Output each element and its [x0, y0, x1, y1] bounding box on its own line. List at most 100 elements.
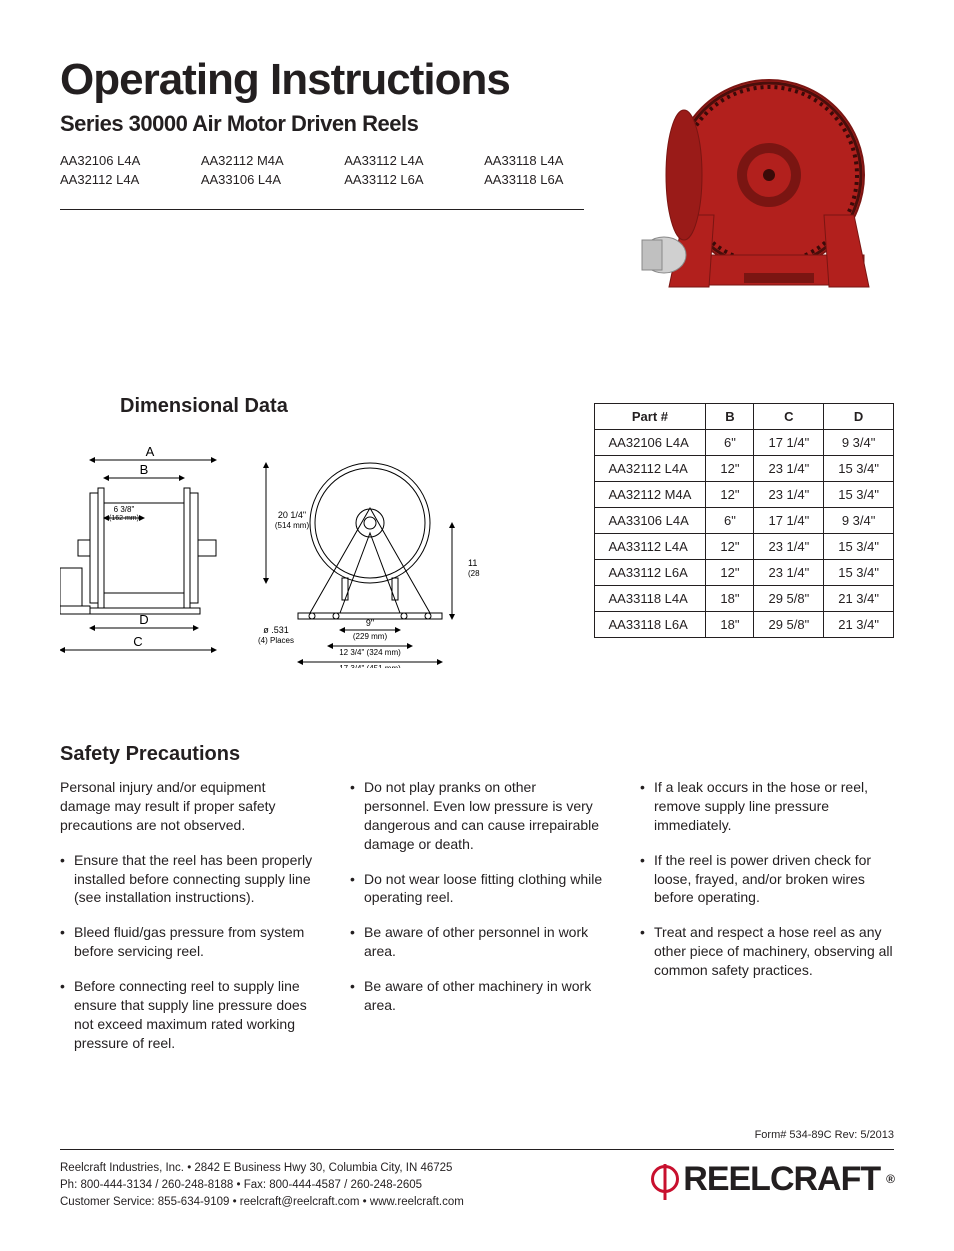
safety-item: Bleed fluid/gas pressure from system bef… — [60, 923, 314, 961]
table-cell: 9 3/4" — [824, 430, 894, 456]
safety-item: Ensure that the reel has been properly i… — [60, 851, 314, 908]
safety-item: Do not wear loose fitting clothing while… — [350, 870, 604, 908]
table-cell: 12" — [706, 456, 754, 482]
table-cell: 15 3/4" — [824, 482, 894, 508]
svg-text:ø .531: ø .531 — [263, 625, 289, 635]
safety-item: If a leak occurs in the hose or reel, re… — [640, 778, 894, 835]
svg-text:(514 mm): (514 mm) — [275, 521, 310, 530]
table-cell: 12" — [706, 482, 754, 508]
svg-text:(162 mm): (162 mm) — [109, 515, 139, 522]
table-cell: 21 3/4" — [824, 612, 894, 638]
safety-item: Treat and respect a hose reel as any oth… — [640, 923, 894, 980]
table-cell: 15 3/4" — [824, 560, 894, 586]
table-cell: 17 1/4" — [754, 430, 824, 456]
model: AA33112 L4A — [344, 153, 444, 168]
footer: Form# 534-89C Rev: 5/2013 Reelcraft Indu… — [60, 1129, 894, 1212]
logo: REELCRAFT ® — [651, 1160, 894, 1199]
table-cell: 9 3/4" — [824, 508, 894, 534]
dimensional-title: Dimensional Data — [120, 395, 564, 418]
table-cell: 12" — [706, 534, 754, 560]
model: AA32112 L4A — [60, 172, 161, 187]
table-cell: 23 1/4" — [754, 534, 824, 560]
safety-item: Before connecting reel to supply line en… — [60, 977, 314, 1053]
table-cell: 21 3/4" — [824, 586, 894, 612]
registered-mark: ® — [886, 1172, 894, 1186]
table-row: AA32112 L4A12"23 1/4"15 3/4" — [594, 456, 893, 482]
table-cell: 15 3/4" — [824, 456, 894, 482]
subtitle: Series 30000 Air Motor Driven Reels — [60, 111, 584, 137]
dim-label-b: B — [140, 462, 149, 477]
svg-text:(4) Places: (4) Places — [258, 636, 294, 645]
table-cell: AA33118 L4A — [594, 586, 706, 612]
safety-title: Safety Precautions — [60, 743, 894, 766]
safety-item: If the reel is power driven check for lo… — [640, 851, 894, 908]
table-cell: AA32106 L4A — [594, 430, 706, 456]
safety-col-1: Personal injury and/or equipment damage … — [60, 778, 314, 1069]
footer-rule — [60, 1149, 894, 1150]
model: AA33118 L4A — [484, 153, 584, 168]
safety-item: Be aware of other machinery in work area… — [350, 977, 604, 1015]
logo-icon — [651, 1165, 679, 1193]
footer-row: Reelcraft Industries, Inc. • 2842 E Busi… — [60, 1160, 894, 1212]
table-cell: 29 5/8" — [754, 612, 824, 638]
svg-text:(229 mm): (229 mm) — [353, 632, 388, 641]
header-rule — [60, 209, 584, 210]
table-cell: 18" — [706, 612, 754, 638]
safety-item: Do not play pranks on other personnel. E… — [350, 778, 604, 854]
form-rev: Form# 534-89C Rev: 5/2013 — [60, 1129, 894, 1141]
dim-label-a: A — [146, 444, 155, 459]
table-cell: AA33118 L6A — [594, 612, 706, 638]
svg-text:(289 mm): (289 mm) — [468, 569, 480, 578]
table-cell: 29 5/8" — [754, 586, 824, 612]
table-cell: AA32112 L4A — [594, 456, 706, 482]
table-row: AA33118 L4A18"29 5/8"21 3/4" — [594, 586, 893, 612]
model: AA32112 M4A — [201, 153, 304, 168]
svg-text:12 3/4" (324 mm): 12 3/4" (324 mm) — [339, 648, 401, 657]
safety-item: Be aware of other personnel in work area… — [350, 923, 604, 961]
table-row: AA33118 L6A18"29 5/8"21 3/4" — [594, 612, 893, 638]
model: AA33106 L4A — [201, 172, 304, 187]
table-cell: 23 1/4" — [754, 482, 824, 508]
safety-col-3: If a leak occurs in the hose or reel, re… — [640, 778, 894, 1069]
col-c: C — [754, 404, 824, 430]
dimensional-section: Dimensional Data — [60, 395, 894, 673]
footer-info: Reelcraft Industries, Inc. • 2842 E Busi… — [60, 1160, 464, 1212]
dim-label-c: C — [133, 634, 142, 649]
safety-intro: Personal injury and/or equipment damage … — [60, 778, 314, 835]
svg-text:9": 9" — [366, 618, 374, 628]
table-cell: 15 3/4" — [824, 534, 894, 560]
table-cell: 12" — [706, 560, 754, 586]
col-part: Part # — [594, 404, 706, 430]
header-row: Operating Instructions Series 30000 Air … — [60, 55, 894, 315]
table-cell: AA33112 L4A — [594, 534, 706, 560]
table-cell: 6" — [706, 430, 754, 456]
table-row: AA33112 L6A12"23 1/4"15 3/4" — [594, 560, 893, 586]
safety-columns: Personal injury and/or equipment damage … — [60, 778, 894, 1069]
svg-text:11 3/8": 11 3/8" — [468, 558, 480, 568]
svg-text:20 1/4": 20 1/4" — [278, 510, 306, 520]
svg-text:17 3/4" (451 mm): 17 3/4" (451 mm) — [339, 664, 401, 668]
dim-label-d: D — [139, 612, 148, 627]
table-cell: 23 1/4" — [754, 560, 824, 586]
table-header-row: Part # B C D — [594, 404, 893, 430]
table-cell: 17 1/4" — [754, 508, 824, 534]
safety-col-2: Do not play pranks on other personnel. E… — [350, 778, 604, 1069]
footer-line: Reelcraft Industries, Inc. • 2842 E Busi… — [60, 1160, 464, 1177]
models-grid: AA32106 L4A AA32112 M4A AA33112 L4A AA33… — [60, 153, 584, 187]
model: AA32106 L4A — [60, 153, 161, 168]
dimensional-table: Part # B C D AA32106 L4A6"17 1/4"9 3/4"A… — [594, 403, 894, 638]
dimensional-left: Dimensional Data — [60, 395, 564, 673]
dimensional-diagram: A B 6 3/8" (162 mm) D C — [60, 438, 480, 668]
table-cell: 18" — [706, 586, 754, 612]
model: AA33118 L6A — [484, 172, 584, 187]
page-title: Operating Instructions — [60, 55, 584, 105]
col-d: D — [824, 404, 894, 430]
table-cell: 23 1/4" — [754, 456, 824, 482]
table-row: AA33112 L4A12"23 1/4"15 3/4" — [594, 534, 893, 560]
footer-line: Ph: 800-444-3134 / 260-248-8188 • Fax: 8… — [60, 1177, 464, 1194]
logo-text: REELCRAFT — [683, 1160, 880, 1199]
table-cell: AA33106 L4A — [594, 508, 706, 534]
footer-line: Customer Service: 855-634-9109 • reelcra… — [60, 1194, 464, 1211]
safety-section: Safety Precautions Personal injury and/o… — [60, 743, 894, 1069]
table-cell: AA32112 M4A — [594, 482, 706, 508]
